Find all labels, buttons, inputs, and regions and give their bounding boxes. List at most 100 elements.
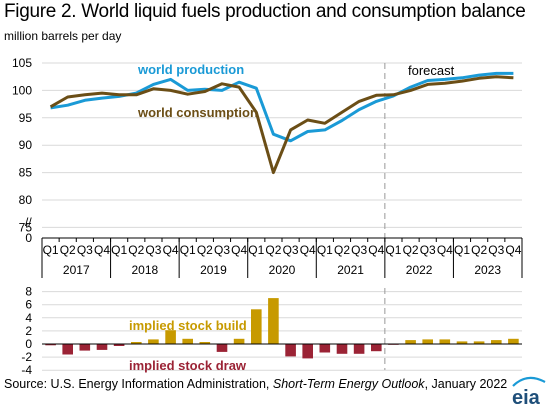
top-chart-gridlines <box>42 62 522 228</box>
year-tick-label: 2018 <box>132 263 159 277</box>
stock-change-bar <box>62 344 73 355</box>
y-tick-label: 80 <box>19 193 33 207</box>
quarter-tick-label: Q4 <box>231 243 247 257</box>
chart-title: Figure 2. World liquid fuels production … <box>4 1 526 22</box>
stock-change-bar <box>353 344 365 354</box>
quarter-tick-label: Q4 <box>505 243 521 257</box>
stock-change-bar <box>165 330 176 344</box>
stock-change-bar <box>182 338 193 344</box>
stock-change-bar <box>456 341 468 344</box>
year-tick-label: 2020 <box>269 263 296 277</box>
stock-change-bar <box>96 344 108 350</box>
y-tick-label: 4 <box>25 311 32 325</box>
year-tick-label: 2023 <box>474 263 501 277</box>
quarter-tick-label: Q4 <box>368 243 384 257</box>
y-tick-label: 2 <box>25 324 32 338</box>
y-tick-label: 75 <box>19 220 33 234</box>
quarter-tick-label: Q3 <box>214 243 230 257</box>
quarter-tick-label: Q2 <box>403 243 419 257</box>
top-chart-y-axis: 075 80 85 90 95 100 105 <box>12 56 32 245</box>
quarter-tick-label: Q4 <box>300 243 316 257</box>
quarter-tick-label: Q3 <box>351 243 367 257</box>
stock-change-bar <box>491 340 502 344</box>
stock-change-bar <box>371 344 382 352</box>
quarter-tick-label: Q1 <box>385 243 401 257</box>
quarter-tick-label: Q3 <box>145 243 161 257</box>
quarter-tick-label: Q1 <box>43 243 59 257</box>
quarter-tick-label: Q2 <box>128 243 144 257</box>
stock-change-bar <box>336 344 348 354</box>
quarter-tick-label: Q4 <box>163 243 179 257</box>
y-tick-label: 90 <box>19 138 33 152</box>
quarter-tick-label: Q2 <box>334 243 350 257</box>
y-tick-label: 105 <box>12 56 32 70</box>
quarter-tick-label: Q1 <box>180 243 196 257</box>
y-tick-label: 100 <box>12 83 32 97</box>
stock-change-bar <box>422 339 433 344</box>
eia-logo: eia <box>512 376 546 408</box>
y-tick-label: 85 <box>19 166 33 180</box>
stock-change-bar <box>319 344 331 353</box>
quarter-tick-label: Q3 <box>420 243 436 257</box>
quarter-tick-label: Q2 <box>197 243 213 257</box>
year-tick-labels: 2017 2018 2019 2020 2021 2022 2023 <box>63 263 501 277</box>
quarter-tick-labels: Q1 Q2 Q3 Q4 Q1 Q2 Q3 Q4 Q1 Q2 Q3 Q4 Q1 Q2 Q3 Q4 Q1 Q2 Q3 Q4… <box>43 243 522 257</box>
quarter-tick-label: Q1 <box>248 243 264 257</box>
stock-change-bar <box>148 339 159 344</box>
y-tick-label: 8 <box>25 285 32 299</box>
source-suffix: , January 2022 <box>424 377 508 391</box>
y-tick-label: 0 <box>25 231 32 245</box>
stock-change-bars <box>42 298 522 359</box>
stock-change-bar <box>199 342 211 344</box>
stock-change-bar <box>302 344 313 359</box>
stock-draw-label: implied stock draw <box>129 358 247 373</box>
quarter-tick-label: Q2 <box>471 243 487 257</box>
stock-change-bar <box>508 338 519 344</box>
logo-text: eia <box>512 387 541 408</box>
axis-break-mark: // <box>25 215 32 229</box>
y-tick-label: -4 <box>21 363 32 377</box>
stock-change-bar <box>251 309 262 344</box>
quarter-tick-label: Q3 <box>77 243 93 257</box>
year-tick-label: 2017 <box>63 263 90 277</box>
forecast-label: forecast <box>408 63 455 78</box>
series-label-consumption: world consumption <box>137 105 258 120</box>
year-tick-label: 2021 <box>337 263 364 277</box>
stock-change-bar <box>216 344 228 352</box>
y-tick-label: -2 <box>21 350 32 364</box>
y-tick-label: 6 <box>25 298 32 312</box>
stock-change-bar <box>113 344 125 346</box>
source-note: Source: U.S. Energy Information Administ… <box>4 377 507 391</box>
quarter-tick-label: Q2 <box>265 243 281 257</box>
stock-change-bar <box>285 344 296 357</box>
year-tick-label: 2019 <box>200 263 227 277</box>
chart-subtitle: million barrels per day <box>4 29 122 43</box>
quarter-tick-label: Q3 <box>488 243 504 257</box>
year-tick-label: 2022 <box>406 263 433 277</box>
y-tick-label: 0 <box>25 337 32 351</box>
quarter-tick-label: Q2 <box>60 243 76 257</box>
quarter-tick-label: Q4 <box>437 243 453 257</box>
quarter-tick-label: Q1 <box>317 243 333 257</box>
stock-change-bar <box>45 344 56 346</box>
stock-change-bar <box>79 344 91 351</box>
logo-arc <box>512 376 546 387</box>
series-line-consumption <box>49 75 514 175</box>
quarter-tick-label: Q4 <box>94 243 110 257</box>
stock-change-bar <box>405 340 416 344</box>
stock-change-bar <box>268 298 279 344</box>
quarter-tick-label: Q1 <box>454 243 470 257</box>
y-tick-label: 95 <box>19 111 33 125</box>
source-report: Short-Term Energy Outlook <box>272 377 425 391</box>
series-label-production: world production <box>137 62 244 77</box>
stock-change-bar <box>439 339 451 344</box>
top-chart-x-axis <box>41 237 523 278</box>
bottom-chart-gridlines <box>42 291 522 371</box>
source-prefix: Source: U.S. Energy Information Administ… <box>4 377 273 391</box>
quarter-tick-label: Q1 <box>111 243 127 257</box>
stock-change-bar <box>473 341 485 344</box>
top-chart-series <box>49 71 514 175</box>
quarter-tick-label: Q3 <box>283 243 299 257</box>
